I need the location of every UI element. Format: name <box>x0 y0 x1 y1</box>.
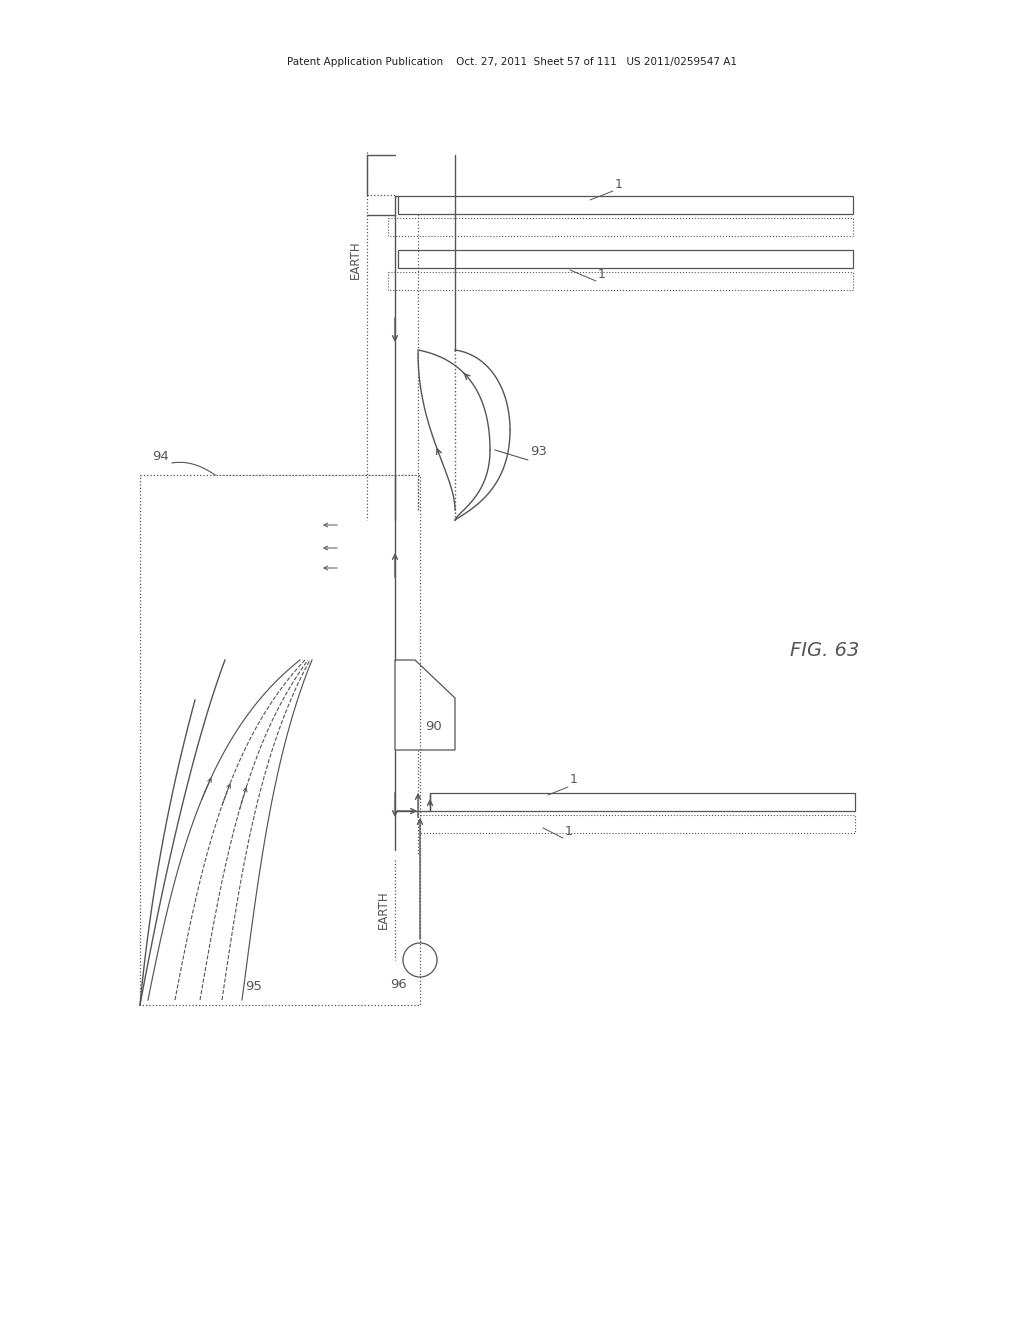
Text: 1: 1 <box>570 774 578 785</box>
Text: 1: 1 <box>565 825 572 838</box>
Bar <box>140 475 420 1005</box>
Bar <box>388 272 853 290</box>
Text: EARTH: EARTH <box>348 240 361 280</box>
Bar <box>398 249 853 268</box>
Text: 96: 96 <box>390 978 407 991</box>
Bar <box>215 475 415 660</box>
Text: 94: 94 <box>152 450 169 463</box>
Bar <box>420 814 855 833</box>
Bar <box>398 195 853 214</box>
Text: 1: 1 <box>615 178 623 191</box>
Text: 1: 1 <box>598 268 606 281</box>
Bar <box>388 218 853 236</box>
Text: EARTH: EARTH <box>377 891 389 929</box>
Text: 93: 93 <box>530 445 547 458</box>
Bar <box>222 482 406 652</box>
Text: 95: 95 <box>245 979 262 993</box>
Text: Patent Application Publication    Oct. 27, 2011  Sheet 57 of 111   US 2011/02595: Patent Application Publication Oct. 27, … <box>287 57 737 67</box>
Text: FIG. 63: FIG. 63 <box>790 640 859 660</box>
Text: 90: 90 <box>425 719 441 733</box>
Bar <box>430 793 855 810</box>
Bar <box>325 545 397 627</box>
